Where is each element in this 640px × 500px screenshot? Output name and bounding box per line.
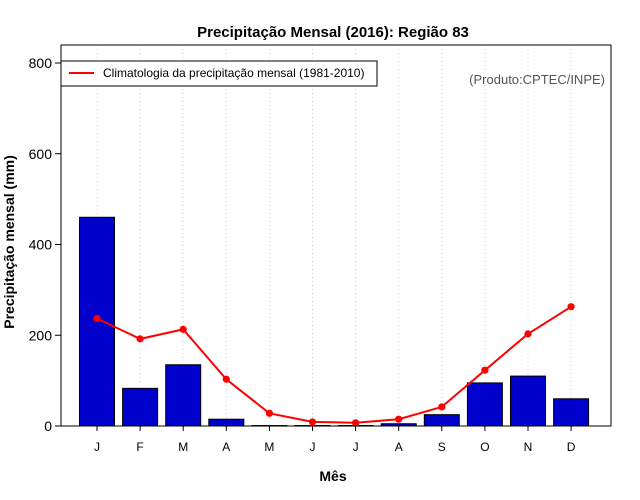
x-tick-label-7: J [353,440,359,454]
climatology-point-2 [136,335,144,343]
bar-9 [423,414,460,427]
bar-series [79,216,590,427]
legend-box [60,60,378,87]
x-tick-label-1: J [94,440,100,454]
y-tick-label-600: 600 [29,146,53,162]
legend-label: Climatologia da precipitação mensal (198… [103,66,364,80]
x-tick-label-2: F [136,440,143,454]
x-tick-label-4: A [222,440,230,454]
credit-text: (Produto:CPTEC/INPE) [469,72,605,87]
y-axis: 0 200 400 600 800 [29,55,61,434]
plot-frame [60,44,612,427]
climatology-point-7 [352,419,360,427]
x-tick-label-3: M [178,440,188,454]
climatology-point-12 [567,303,575,311]
y-tick-label-0: 0 [44,418,52,434]
bar-3 [165,364,202,427]
climatology-point-4 [222,375,230,383]
bar-2 [122,387,159,427]
climatology-point-10 [481,366,489,374]
chart-title: Precipitação Mensal (2016): Região 83 [197,24,469,41]
climatology-point-9 [438,403,446,411]
x-tick-label-9: S [438,440,446,454]
x-tick-label-12: D [567,440,576,454]
x-tick-label-8: A [395,440,403,454]
y-axis-title: Precipitação mensal (mm) [1,155,17,329]
climatology-point-11 [524,330,532,338]
x-tick-label-5: M [264,440,274,454]
x-tick-label-11: N [524,440,533,454]
bar-12 [553,398,590,427]
climatology-series [93,303,575,427]
bar-11 [510,375,546,427]
x-tick-label-10: O [480,440,489,454]
bar-10 [466,382,503,427]
x-tick-label-6: J [310,440,316,454]
climatology-line [96,305,572,424]
bar-4 [208,418,245,427]
y-tick-label-800: 800 [29,55,53,71]
x-axis-title: Mês [319,468,346,484]
climatology-point-6 [308,418,317,426]
y-tick-label-200: 200 [29,327,53,343]
climatology-point-1 [93,314,101,323]
legend: Climatologia da precipitação mensal (198… [60,60,378,87]
climatology-point-3 [179,325,187,333]
climatology-point-8 [395,415,403,423]
y-tick-label-400: 400 [29,237,53,253]
climatology-point-5 [265,409,273,417]
